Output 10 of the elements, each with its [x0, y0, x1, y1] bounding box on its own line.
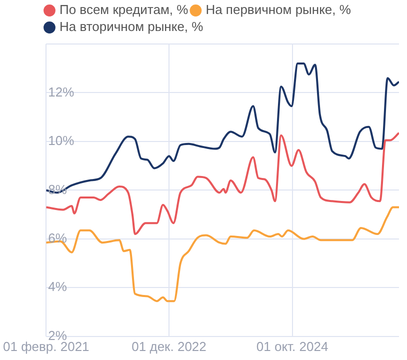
x-tick-label: 01 окт. 2024 [256, 338, 328, 354]
y-tick-label: 4% [48, 279, 68, 294]
y-tick-label: 10% [48, 133, 75, 148]
legend-label: На вторичном рынке, % [60, 19, 204, 34]
y-tick-label: 12% [48, 84, 75, 100]
legend-label: На первичном рынке, % [206, 2, 352, 18]
legend-label: По всем кредитам, % [60, 2, 189, 18]
line-series [46, 206, 399, 302]
x-tick-label: 01 дек. 2022 [132, 338, 206, 354]
line-series [46, 62, 399, 194]
